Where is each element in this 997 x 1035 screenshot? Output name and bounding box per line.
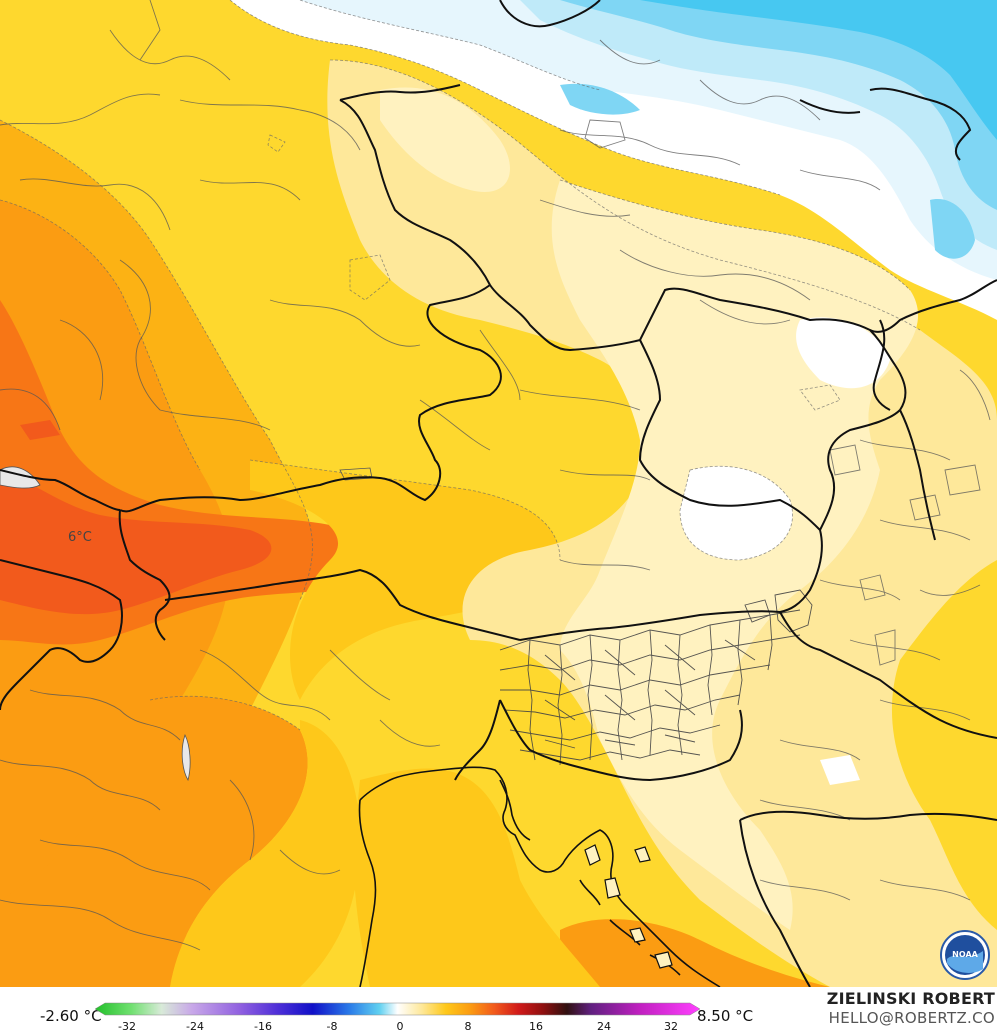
colorbar-bar [95, 1002, 700, 1016]
adriatic-coast-orange [560, 919, 830, 987]
white-zone-central [680, 466, 793, 560]
border-east-vertical [899, 409, 936, 541]
national-borders [0, 0, 997, 987]
italian-east-coast [358, 799, 377, 987]
legend-tick: -24 [186, 1020, 204, 1033]
border-north-2 [339, 84, 461, 101]
noaa-logo-text: NOAA [952, 950, 978, 959]
central-gold-zone [250, 460, 560, 700]
adriatic-sea [353, 768, 600, 987]
legend-tick: 8 [464, 1020, 472, 1033]
border-croatia-south [739, 819, 811, 987]
noaa-logo-wave [947, 951, 983, 973]
border-germany-austria [119, 284, 502, 513]
legend-tick: 16 [529, 1020, 543, 1033]
legend-tick: 24 [597, 1020, 611, 1033]
border-north-3 [799, 99, 861, 114]
cold-deep-zone [640, 0, 997, 140]
border-north-1 [499, 0, 601, 28]
legend-tick: -16 [254, 1020, 272, 1033]
temperature-map: 6°C [0, 0, 997, 987]
credit-name: ZIELINSKI ROBERT [826, 989, 995, 1008]
adriatic-islands [584, 844, 673, 969]
alps-warm-spot-2 [165, 535, 240, 560]
border-hungary-slovakia [819, 329, 907, 531]
legend-footer: -2.60 °C [0, 987, 997, 1035]
cold-patch-west [560, 83, 640, 115]
border-switzerland-west [0, 469, 121, 511]
colorbar [95, 1002, 700, 1016]
legend-min-label: -2.60 °C [40, 1007, 102, 1025]
regional-borders [0, 0, 991, 951]
noaa-logo: NOAA [939, 929, 991, 985]
cold-patch-east [930, 199, 975, 259]
border-slovenia-italy [454, 699, 501, 781]
border-germany-czechia [339, 99, 997, 352]
north-adriatic-coast [359, 766, 721, 987]
map-canvas: 6°C [0, 0, 997, 987]
south-gold-zone [170, 720, 360, 987]
border-austria-hungary [638, 339, 823, 613]
border-austria-slovenia [519, 610, 781, 641]
lake-garda [181, 733, 191, 782]
border-north-east [872, 319, 891, 411]
legend-tick: -8 [326, 1020, 338, 1033]
legend-tick: -32 [118, 1020, 136, 1033]
alps-hottest-core [0, 470, 272, 615]
legend-tick: 32 [664, 1020, 678, 1033]
border-slovenia-croatia [499, 699, 743, 782]
border-croatia-east [779, 611, 997, 739]
border-austria-italy [164, 568, 521, 641]
credit-email: HELLO@ROBERTZ.CO [828, 1009, 995, 1027]
border-poland-czechia-1 [869, 87, 972, 161]
legend-tick: 0 [396, 1020, 404, 1033]
white-zone-south [820, 755, 860, 785]
border-croatia-bosnia [739, 810, 997, 821]
south-orange-zone [0, 696, 308, 987]
alps-warm-spot-1 [20, 420, 60, 440]
contour-lines [0, 0, 921, 731]
legend-max-label: 8.50 °C [697, 1007, 754, 1025]
istria-coast [499, 779, 531, 841]
slovenia-municipal-borders [499, 589, 813, 766]
place-label: 6°C [68, 530, 92, 545]
border-switzerland-italy [0, 559, 123, 711]
pale-yellow-zone-north [380, 87, 510, 192]
cold-zone [560, 0, 997, 210]
white-zone-east [796, 317, 890, 389]
border-austria-switzerland [118, 509, 171, 641]
